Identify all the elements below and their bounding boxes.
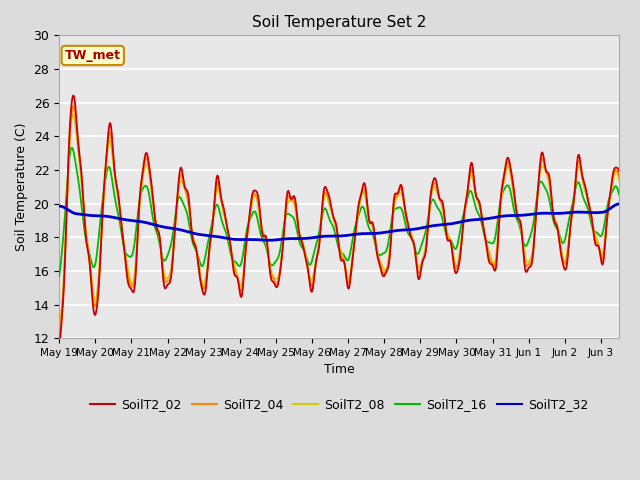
SoilT2_32 bbox=[481, 216, 488, 222]
SoilT2_02 bbox=[413, 263, 420, 268]
SoilT2_16 bbox=[55, 274, 63, 279]
SoilT2_16 bbox=[413, 251, 420, 256]
SoilT2_16 bbox=[381, 250, 389, 255]
SoilT2_02 bbox=[69, 93, 77, 98]
SoilT2_16 bbox=[615, 192, 623, 197]
Text: TW_met: TW_met bbox=[65, 49, 121, 62]
SoilT2_08 bbox=[481, 230, 488, 236]
SoilT2_04 bbox=[413, 259, 420, 265]
Line: SoilT2_02: SoilT2_02 bbox=[59, 96, 619, 348]
SoilT2_08 bbox=[413, 258, 420, 264]
SoilT2_16 bbox=[68, 144, 76, 150]
SoilT2_32 bbox=[264, 238, 272, 243]
Line: SoilT2_16: SoilT2_16 bbox=[59, 147, 619, 276]
SoilT2_04 bbox=[481, 229, 488, 235]
SoilT2_08 bbox=[396, 190, 404, 196]
SoilT2_08 bbox=[69, 112, 77, 118]
SoilT2_32 bbox=[538, 210, 546, 216]
Title: Soil Temperature Set 2: Soil Temperature Set 2 bbox=[252, 15, 426, 30]
SoilT2_04 bbox=[381, 270, 389, 276]
SoilT2_16 bbox=[90, 264, 98, 270]
SoilT2_02 bbox=[615, 168, 623, 174]
SoilT2_32 bbox=[381, 229, 389, 235]
SoilT2_32 bbox=[396, 228, 404, 233]
SoilT2_32 bbox=[413, 226, 420, 232]
X-axis label: Time: Time bbox=[324, 363, 355, 376]
SoilT2_04 bbox=[615, 173, 623, 179]
SoilT2_08 bbox=[615, 177, 623, 182]
SoilT2_02 bbox=[538, 150, 546, 156]
SoilT2_16 bbox=[538, 179, 546, 185]
SoilT2_32 bbox=[615, 201, 623, 207]
SoilT2_02 bbox=[396, 184, 404, 190]
SoilT2_02 bbox=[481, 230, 488, 236]
SoilT2_16 bbox=[481, 233, 488, 239]
SoilT2_02 bbox=[90, 311, 98, 317]
SoilT2_04 bbox=[55, 334, 63, 339]
SoilT2_08 bbox=[90, 296, 98, 301]
SoilT2_04 bbox=[69, 103, 77, 109]
SoilT2_02 bbox=[381, 272, 389, 277]
SoilT2_08 bbox=[381, 267, 389, 273]
Y-axis label: Soil Temperature (C): Soil Temperature (C) bbox=[15, 122, 28, 251]
SoilT2_16 bbox=[396, 204, 404, 210]
Line: SoilT2_32: SoilT2_32 bbox=[59, 204, 619, 240]
Line: SoilT2_08: SoilT2_08 bbox=[59, 115, 619, 326]
SoilT2_04 bbox=[90, 303, 98, 309]
SoilT2_08 bbox=[538, 163, 546, 168]
SoilT2_04 bbox=[396, 186, 404, 192]
SoilT2_32 bbox=[55, 203, 63, 209]
Legend: SoilT2_02, SoilT2_04, SoilT2_08, SoilT2_16, SoilT2_32: SoilT2_02, SoilT2_04, SoilT2_08, SoilT2_… bbox=[85, 393, 593, 416]
SoilT2_08 bbox=[55, 324, 63, 329]
SoilT2_02 bbox=[55, 345, 63, 351]
SoilT2_32 bbox=[90, 213, 97, 218]
Line: SoilT2_04: SoilT2_04 bbox=[59, 106, 619, 336]
SoilT2_04 bbox=[538, 156, 546, 162]
